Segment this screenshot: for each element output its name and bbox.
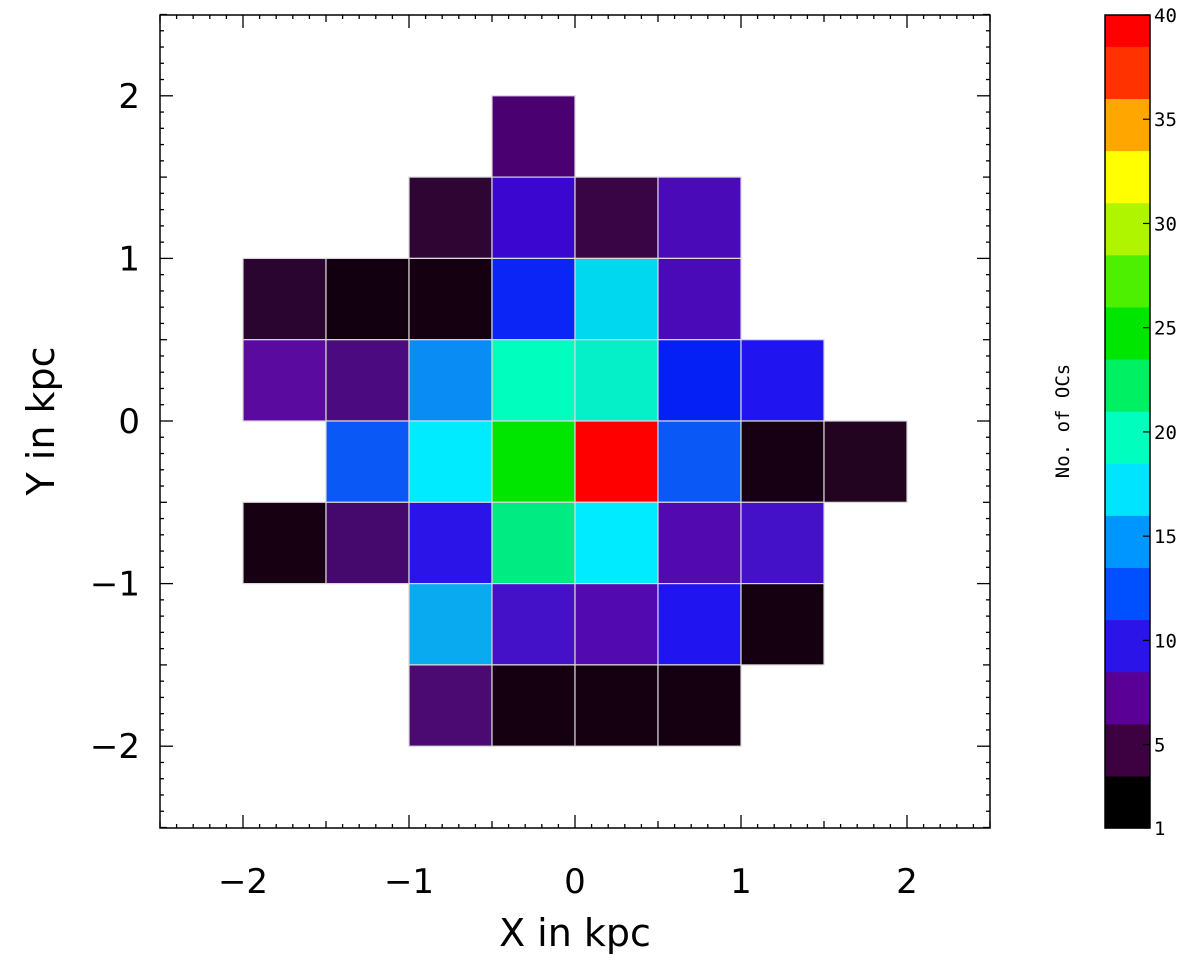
heatmap-cell <box>325 420 410 503</box>
colorbar-frame <box>1104 14 1151 829</box>
colorbar-segment <box>1105 619 1150 673</box>
heatmap-cell <box>408 420 493 503</box>
colorbar-tick-label: 1 <box>1154 818 1165 840</box>
y-axis-title: Y in kpc <box>19 346 63 496</box>
heatmap-cell <box>657 176 742 260</box>
heatmap-cell <box>740 339 825 422</box>
colorbar-segment <box>1105 671 1150 725</box>
x-tick-label: 1 <box>730 862 752 902</box>
colorbar-segment <box>1105 515 1150 569</box>
heatmap-cell <box>574 257 659 341</box>
colorbar-segment <box>1105 202 1150 256</box>
heatmap-cell <box>657 501 742 585</box>
heatmap-cell <box>740 582 825 666</box>
colorbar-segment <box>1105 254 1150 308</box>
y-tick-label: 2 <box>118 77 140 117</box>
colorbar-tick-label: 35 <box>1154 109 1177 131</box>
colorbar-segment <box>1105 46 1150 99</box>
x-tick-label: −2 <box>218 862 268 902</box>
heatmap-cell <box>325 339 410 422</box>
heatmap-cell <box>574 176 659 260</box>
heatmap-cell <box>408 664 493 747</box>
heatmap-cell <box>491 95 576 178</box>
heatmap-cell <box>574 501 659 585</box>
heatmap-cell <box>491 176 576 260</box>
heatmap-cell <box>657 339 742 422</box>
heatmap-cell <box>574 582 659 666</box>
colorbar-segment <box>1105 723 1150 777</box>
colorbar <box>1105 15 1150 829</box>
colorbar-tick-label: 30 <box>1154 213 1177 235</box>
y-tick-label: −2 <box>90 727 140 767</box>
heatmap-cell <box>325 501 410 585</box>
colorbar-segment <box>1105 463 1150 516</box>
colorbar-segment <box>1105 306 1150 360</box>
heatmap-cell <box>657 664 742 747</box>
heatmap-cell <box>325 257 410 341</box>
colorbar-tick-label: 40 <box>1154 5 1177 27</box>
colorbar-tick-label: 25 <box>1154 318 1177 340</box>
colorbar-tick-label: 15 <box>1154 526 1177 548</box>
y-tick-label: −1 <box>90 565 140 605</box>
heatmap-cell <box>408 501 493 585</box>
x-tick-label: −1 <box>384 862 434 902</box>
heatmap-cell <box>408 339 493 422</box>
heatmap-cell <box>491 582 576 666</box>
heatmap-cell <box>408 257 493 341</box>
x-tick-label: 0 <box>564 862 586 902</box>
x-axis-title: X in kpc <box>499 911 651 955</box>
heatmap-cell <box>491 664 576 747</box>
colorbar-title: No. of OCs <box>1052 364 1074 478</box>
heatmap-cell <box>657 257 742 341</box>
y-tick-label: 0 <box>118 402 140 442</box>
heatmap-cell <box>574 339 659 422</box>
heatmap-cell <box>823 420 908 503</box>
colorbar-segment <box>1105 150 1150 204</box>
heatmap-cell <box>242 501 327 585</box>
colorbar-segment <box>1105 358 1150 412</box>
heatmap-cell <box>657 420 742 503</box>
heatmap-cell <box>408 176 493 260</box>
y-tick-labels: −2 −1 0 1 2 <box>90 77 140 767</box>
colorbar-tick-label: 20 <box>1154 422 1177 444</box>
heatmap-cell <box>491 420 576 503</box>
x-tick-label: 2 <box>896 862 918 902</box>
heatmap-cell <box>574 664 659 747</box>
heatmap-cells <box>242 95 908 747</box>
heatmap-cell <box>408 582 493 666</box>
colorbar-segment <box>1105 775 1150 829</box>
colorbar-segment <box>1105 567 1150 621</box>
heatmap-cell <box>740 501 825 585</box>
x-tick-labels: −2 −1 0 1 2 <box>218 862 918 902</box>
y-tick-label: 1 <box>118 239 140 279</box>
heatmap-cell <box>242 339 327 422</box>
heatmap-cell <box>491 501 576 585</box>
colorbar-tick-label: 10 <box>1154 630 1177 652</box>
colorbar-tick-label: 5 <box>1154 735 1165 757</box>
colorbar-segment <box>1105 411 1150 464</box>
heatmap-cell <box>657 582 742 666</box>
colorbar-segment <box>1105 98 1150 152</box>
heatmap-cell <box>491 257 576 341</box>
colorbar-segment <box>1105 15 1150 47</box>
heatmap-cell <box>242 257 327 341</box>
heatmap-cell <box>740 420 825 503</box>
heatmap-cell <box>574 420 659 503</box>
axis-ticks <box>159 13 991 829</box>
heatmap-cell <box>491 339 576 422</box>
